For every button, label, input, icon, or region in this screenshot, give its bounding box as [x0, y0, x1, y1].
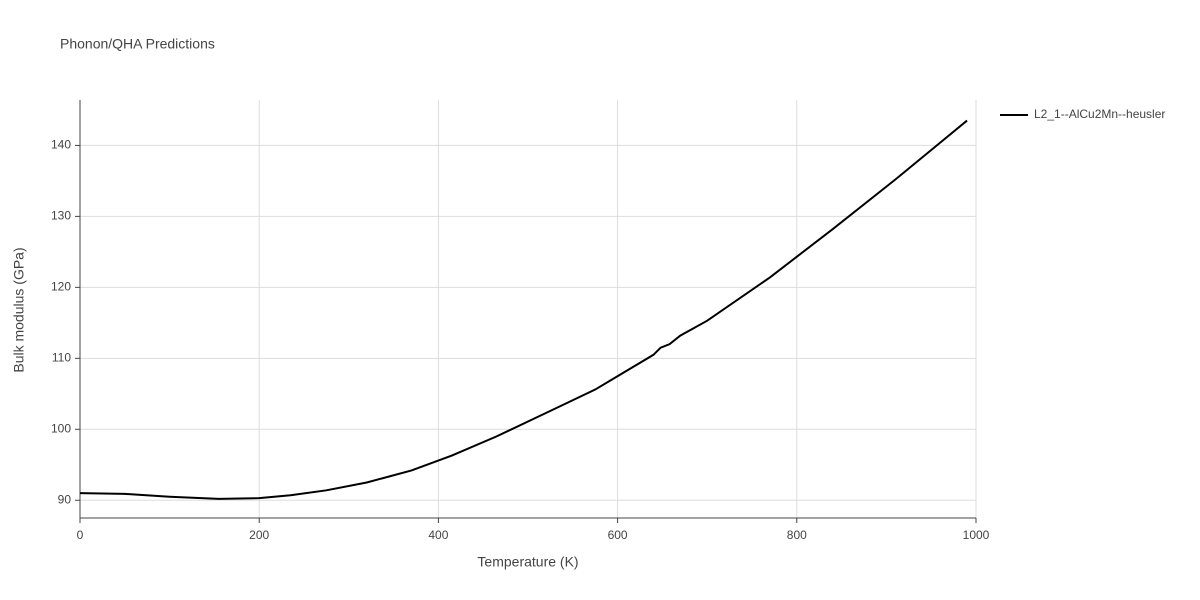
- x-tick-label: 0: [77, 528, 84, 542]
- y-tick-label: 110: [52, 350, 71, 364]
- chart-title: Phonon/QHA Predictions: [60, 36, 215, 52]
- y-tick-label: 100: [51, 421, 71, 435]
- y-tick-label: 120: [51, 280, 71, 294]
- x-tick-label: 600: [608, 528, 628, 542]
- y-axis-label: Bulk modulus (GPa): [11, 247, 27, 372]
- x-tick-label: 1000: [963, 528, 990, 542]
- y-tick-label: 130: [51, 209, 71, 223]
- y-tick-label: 140: [51, 138, 71, 152]
- legend-label: L2_1--AlCu2Mn--heusler: [1034, 107, 1165, 121]
- x-tick-label: 400: [428, 528, 448, 542]
- x-tick-label: 200: [249, 528, 269, 542]
- series-line: [79, 119, 968, 500]
- x-axis-label: Temperature (K): [477, 554, 578, 570]
- x-tick-label: 800: [787, 528, 807, 542]
- y-tick-label: 90: [58, 492, 72, 506]
